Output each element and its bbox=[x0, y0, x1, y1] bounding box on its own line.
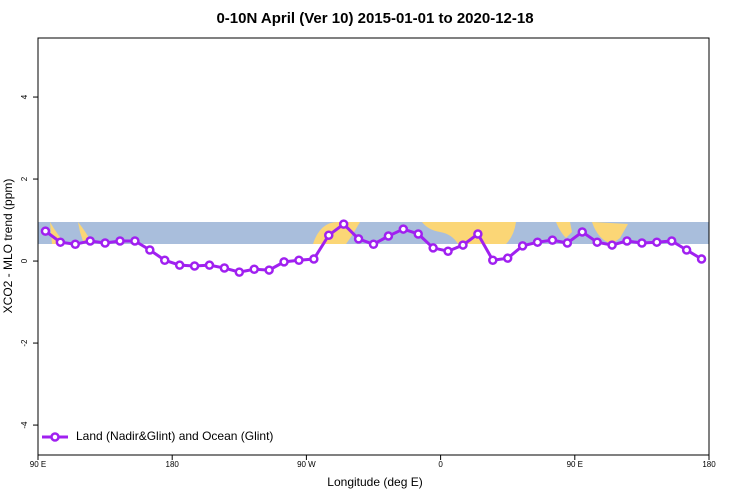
data-point bbox=[428, 243, 438, 253]
x-tick-label: 180 bbox=[166, 460, 180, 469]
data-point bbox=[383, 231, 394, 241]
data-point bbox=[324, 230, 334, 240]
y-tick-label: -2 bbox=[20, 339, 29, 347]
data-point bbox=[562, 238, 573, 248]
data-point bbox=[547, 235, 558, 245]
data-point bbox=[398, 224, 409, 234]
data-point bbox=[622, 236, 632, 246]
x-axis-label: Longitude (deg E) bbox=[327, 475, 422, 489]
x-tick-label: 0 bbox=[438, 460, 443, 469]
data-point bbox=[115, 236, 125, 246]
data-point bbox=[309, 254, 319, 264]
data-point bbox=[413, 229, 423, 239]
data-point bbox=[145, 245, 155, 255]
data-point bbox=[219, 263, 230, 273]
data-point bbox=[55, 237, 66, 247]
data-point bbox=[502, 253, 513, 263]
chart-title: 0-10N April (Ver 10) 2015-01-01 to 2020-… bbox=[216, 10, 533, 27]
data-point bbox=[264, 265, 274, 275]
y-axis-label: XCO2 - MLO trend (ppm) bbox=[1, 179, 15, 314]
data-point bbox=[70, 239, 81, 249]
data-point bbox=[488, 255, 498, 265]
y-tick-label: 0 bbox=[20, 258, 29, 263]
data-point bbox=[696, 254, 707, 264]
data-point bbox=[353, 234, 364, 244]
data-point bbox=[294, 255, 304, 265]
data-point bbox=[174, 260, 185, 270]
data-point bbox=[532, 237, 543, 247]
data-point bbox=[681, 245, 692, 255]
x-tick-label: 90 W bbox=[297, 460, 316, 469]
data-point bbox=[652, 237, 662, 247]
x-tick-label: 90 E bbox=[567, 460, 583, 469]
y-tick-label: -4 bbox=[20, 421, 29, 429]
map-band bbox=[38, 222, 709, 244]
plot-frame bbox=[37, 37, 710, 456]
data-point bbox=[40, 226, 51, 236]
y-tick-label: 4 bbox=[20, 94, 29, 99]
legend-label: Land (Nadir&Glint) and Ocean (Glint) bbox=[76, 429, 273, 443]
legend-marker bbox=[50, 432, 60, 442]
data-point bbox=[443, 246, 453, 256]
data-point bbox=[130, 236, 140, 246]
data-point bbox=[234, 267, 245, 277]
data-point bbox=[368, 239, 379, 249]
data-point bbox=[85, 236, 95, 246]
data-point bbox=[249, 264, 259, 275]
data-point bbox=[100, 238, 110, 248]
data-point bbox=[577, 227, 588, 237]
data-point bbox=[592, 237, 602, 247]
x-tick-label: 90 E bbox=[30, 460, 46, 469]
data-point bbox=[666, 236, 677, 246]
data-point bbox=[159, 255, 170, 265]
data-point bbox=[338, 219, 349, 229]
data-point bbox=[637, 238, 647, 248]
data-point bbox=[607, 240, 617, 250]
data-point bbox=[279, 257, 289, 267]
y-tick-label: 2 bbox=[20, 176, 29, 181]
data-point bbox=[517, 241, 528, 251]
data-point bbox=[473, 229, 483, 239]
data-point bbox=[204, 260, 215, 270]
data-point bbox=[458, 240, 468, 250]
data-point bbox=[189, 261, 200, 271]
x-tick-label: 180 bbox=[702, 460, 716, 469]
